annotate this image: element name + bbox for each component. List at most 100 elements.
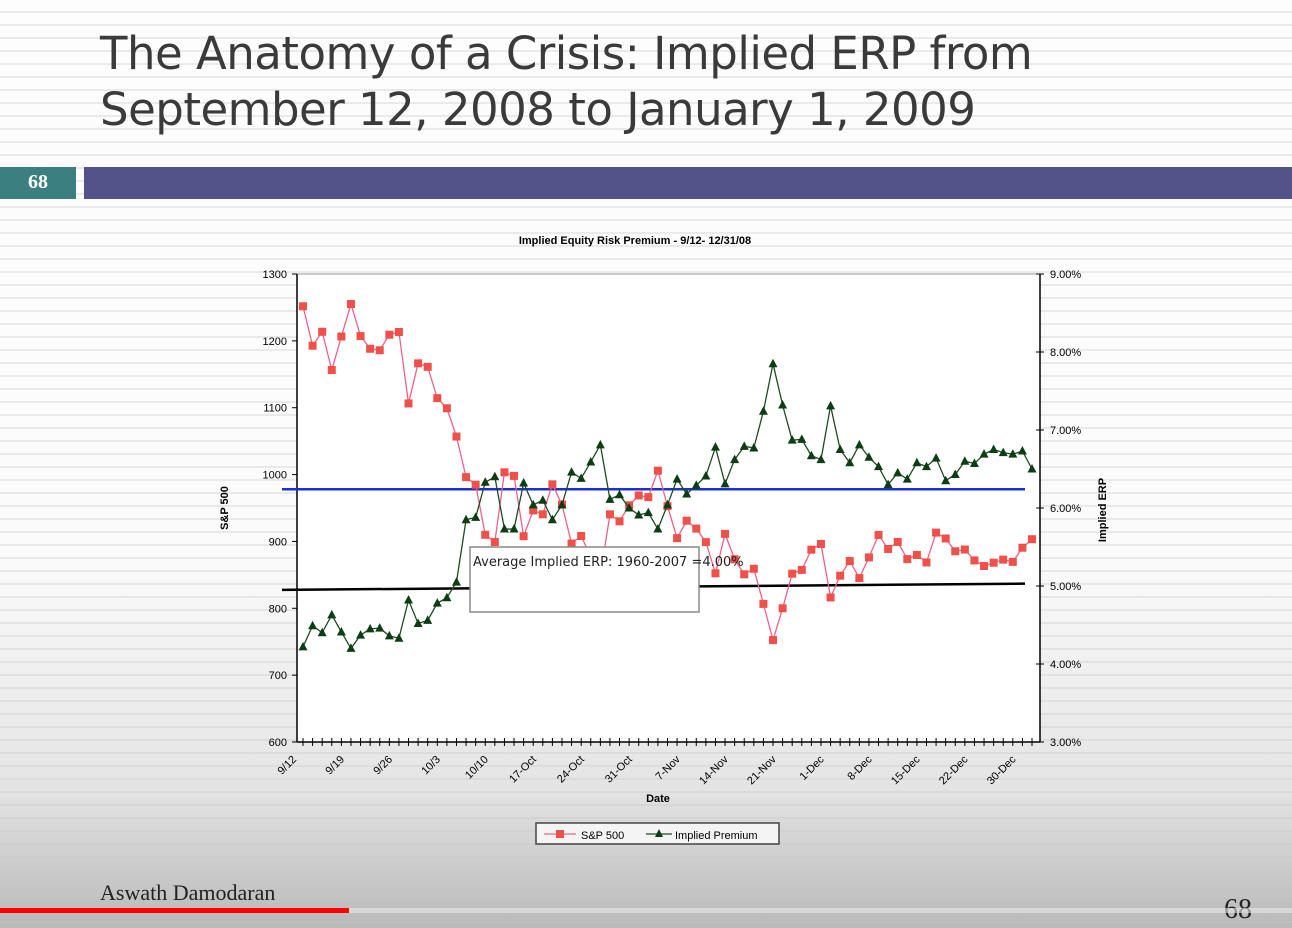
sp500-point bbox=[510, 471, 519, 480]
x-tick-label: 10/3 bbox=[419, 754, 443, 778]
video-progress-bar[interactable] bbox=[0, 908, 1292, 913]
sp500-point bbox=[490, 537, 499, 546]
implied-premium-point bbox=[653, 524, 663, 533]
sp500-point bbox=[644, 493, 653, 502]
x-tick-label: 31-Oct bbox=[603, 754, 635, 786]
sp500-point bbox=[529, 506, 538, 515]
sp500-point bbox=[769, 636, 778, 645]
sp500-point bbox=[932, 528, 941, 537]
left-tick-label: 800 bbox=[269, 603, 287, 615]
left-tick-label: 1000 bbox=[263, 470, 287, 482]
sp500-point bbox=[884, 544, 893, 553]
implied-premium-point bbox=[778, 400, 788, 409]
implied-premium-point bbox=[816, 454, 826, 464]
implied-premium-point bbox=[413, 618, 423, 627]
sp500-point bbox=[318, 327, 327, 336]
sp500-point bbox=[960, 545, 969, 554]
sp500-point bbox=[366, 344, 375, 353]
right-tick-label: 5.00% bbox=[1050, 581, 1081, 593]
implied-premium-point bbox=[509, 524, 519, 533]
implied-premium-point bbox=[346, 643, 356, 652]
implied-premium-point bbox=[739, 441, 749, 450]
title-line-1: The Anatomy of a Crisis: Implied ERP fro… bbox=[100, 27, 1033, 80]
author-footer: Aswath Damodaran bbox=[100, 880, 276, 905]
implied-premium-point bbox=[547, 514, 557, 524]
x-tick-label: 10/10 bbox=[463, 754, 491, 782]
sp500-point bbox=[337, 332, 346, 341]
implied-premium-point bbox=[806, 450, 816, 460]
legend-premium-label: Implied Premium bbox=[675, 830, 758, 842]
sp500-point bbox=[500, 468, 509, 477]
sp500-point bbox=[375, 346, 384, 355]
implied-premium-point bbox=[854, 439, 864, 449]
implied-premium-point bbox=[615, 489, 625, 499]
x-tick-label: 14-Nov bbox=[697, 753, 731, 787]
sp500-point bbox=[980, 562, 989, 571]
implied-premium-point bbox=[1017, 446, 1027, 455]
title-line-2: September 12, 2008 to January 1, 2009 bbox=[100, 83, 976, 136]
right-axis-label: Implied ERP bbox=[1097, 478, 1109, 542]
sp500-point bbox=[548, 480, 557, 489]
implied-premium-point bbox=[1008, 449, 1018, 458]
sp500-point bbox=[519, 532, 528, 541]
implied-premium-point bbox=[663, 499, 672, 509]
x-tick-label: 9/19 bbox=[323, 754, 347, 778]
implied-premium-point bbox=[317, 627, 327, 637]
sp500-point bbox=[912, 551, 921, 560]
implied-premium-point bbox=[845, 457, 855, 467]
implied-premium-point bbox=[365, 623, 375, 633]
sp500-point bbox=[941, 534, 950, 543]
implied-premium-point bbox=[912, 457, 922, 467]
sp500-point bbox=[711, 569, 720, 578]
left-tick-label: 1200 bbox=[263, 336, 287, 348]
implied-premium-point bbox=[797, 434, 807, 443]
chart-title: Implied Equity Risk Premium - 9/12- 12/3… bbox=[519, 235, 751, 247]
sp500-point bbox=[538, 510, 547, 519]
implied-premium-point bbox=[902, 474, 912, 483]
sp500-point bbox=[999, 555, 1008, 564]
left-tick-label: 900 bbox=[269, 536, 287, 548]
x-tick-label: 1-Dec bbox=[797, 753, 827, 783]
sp500-point bbox=[893, 537, 902, 546]
implied-premium-point bbox=[336, 627, 346, 636]
implied-premium-point bbox=[586, 456, 596, 466]
sp500-point bbox=[414, 359, 423, 368]
implied-premium-point bbox=[480, 477, 490, 486]
x-tick-label: 15-Dec bbox=[889, 753, 923, 787]
sp500-point bbox=[423, 362, 432, 371]
sp500-point bbox=[615, 517, 624, 526]
sp500-point bbox=[1028, 535, 1036, 544]
implied-premium-point bbox=[499, 524, 509, 533]
sp500-point bbox=[356, 332, 365, 341]
sp500-point bbox=[452, 432, 461, 441]
implied-premium-point bbox=[931, 453, 941, 462]
implied-premium-point bbox=[432, 598, 442, 607]
implied-premium-point bbox=[730, 454, 740, 464]
x-axis-label: Date bbox=[646, 793, 670, 805]
implied-premium-point bbox=[701, 471, 711, 480]
implied-premium-point bbox=[682, 488, 692, 498]
sp500-point bbox=[845, 557, 854, 566]
sp500-point bbox=[462, 473, 471, 482]
implied-premium-point bbox=[538, 495, 548, 504]
sp500-point bbox=[404, 399, 413, 408]
implied-premium-point bbox=[384, 630, 394, 640]
implied-premium-point bbox=[835, 444, 845, 453]
sp500-point bbox=[673, 534, 682, 543]
implied-premium-point bbox=[960, 456, 970, 465]
sp500-point bbox=[778, 604, 787, 613]
implied-premium-point bbox=[394, 633, 404, 642]
implied-premium-point bbox=[567, 467, 577, 476]
annotation-box bbox=[469, 546, 700, 613]
implied-premium-point bbox=[883, 479, 893, 489]
x-tick-label: 17-Oct bbox=[507, 754, 539, 786]
right-tick-label: 8.00% bbox=[1050, 347, 1081, 359]
implied-premium-point bbox=[519, 478, 529, 487]
implied-premium-point bbox=[298, 641, 308, 651]
sp500-point bbox=[577, 532, 586, 541]
sp500-point bbox=[759, 599, 768, 608]
left-tick-label: 600 bbox=[269, 737, 287, 749]
implied-premium-point bbox=[691, 480, 701, 489]
implied-premium-point bbox=[327, 609, 337, 619]
implied-premium-point bbox=[720, 478, 730, 488]
